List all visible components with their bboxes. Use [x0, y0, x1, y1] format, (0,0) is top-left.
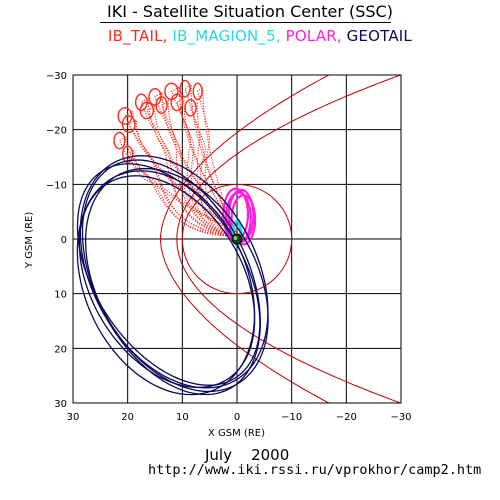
apogee-loop	[192, 82, 203, 101]
orbit-ellipse	[84, 167, 269, 393]
apogee-loop	[184, 98, 197, 117]
y-tick-label: 10	[54, 290, 67, 301]
title-underline	[100, 22, 391, 23]
orbit-loop	[222, 187, 249, 242]
y-tick-label: −10	[46, 180, 67, 191]
x-tick-label: −10	[281, 412, 302, 423]
x-tick-label: −30	[390, 412, 411, 423]
x-tick-label: 20	[121, 412, 134, 423]
source-url: http://www.iki.rssi.ru/vprokhor/camp2.ht…	[148, 462, 482, 478]
y-tick-label: −30	[46, 71, 67, 82]
apogee-loop	[164, 82, 179, 101]
orbit-trace	[154, 91, 237, 237]
orbit-trace	[160, 99, 236, 237]
series-ib-tail-	[113, 79, 238, 237]
apogee-loop	[121, 115, 136, 134]
orbit-ellipse	[76, 163, 261, 386]
date-label: July 2000	[205, 446, 289, 464]
orbit-trace	[184, 83, 236, 237]
legend-item-ib-tail: IB_TAIL,	[108, 27, 168, 45]
orbit-trace	[124, 110, 238, 237]
y-tick-label: 30	[54, 399, 67, 410]
orbit-ellipse	[79, 155, 269, 389]
legend-item-ib-magion: IB_MAGION_5,	[172, 27, 281, 45]
x-tick-label: 0	[234, 412, 240, 423]
reference-curves	[159, 75, 401, 403]
y-tick-label: 0	[61, 235, 67, 246]
y-axis-label: Y GSM (RE)	[24, 211, 35, 268]
x-tick-label: −20	[336, 412, 357, 423]
bow-shock-curve	[159, 75, 330, 403]
orbit-trace	[196, 85, 235, 237]
x-axis-label: X GSM (RE)	[208, 428, 266, 439]
legend-item-polar: POLAR,	[285, 27, 342, 45]
legend-item-geotail: GEOTAIL	[346, 27, 412, 45]
reference-circle	[181, 183, 293, 295]
apogee-loop	[170, 93, 184, 112]
date-year: 2000	[251, 446, 290, 464]
legend: IB_TAIL, IB_MAGION_5, POLAR, GEOTAIL	[10, 27, 500, 45]
apogee-loop	[113, 131, 126, 150]
y-tick-label: −20	[46, 126, 67, 137]
magnetopause-curve	[176, 75, 401, 403]
orbit-trace	[146, 105, 238, 237]
date-month: July	[205, 446, 232, 464]
orbit-series	[76, 79, 269, 396]
apogee-loop	[155, 96, 168, 115]
orbit-trace	[118, 135, 236, 237]
y-tick-label: 20	[54, 344, 67, 355]
x-tick-label: 10	[176, 412, 189, 423]
x-tick-label: 30	[67, 412, 80, 423]
orbit-trace	[189, 102, 236, 237]
apogee-loop	[139, 101, 155, 120]
axes: 30 20 10 0 −10 −20 −30 −30 −20 −10 0 10 20 30	[46, 71, 412, 423]
plot-frame	[72, 74, 402, 404]
orbit-trace	[127, 148, 235, 237]
chart-title: IKI - Satellite Situation Center (SSC)	[107, 2, 393, 21]
orbit-ellipse	[78, 175, 256, 389]
apogee-loop	[179, 79, 191, 98]
apogee-loop	[117, 107, 133, 125]
earth-highlight	[233, 236, 238, 240]
